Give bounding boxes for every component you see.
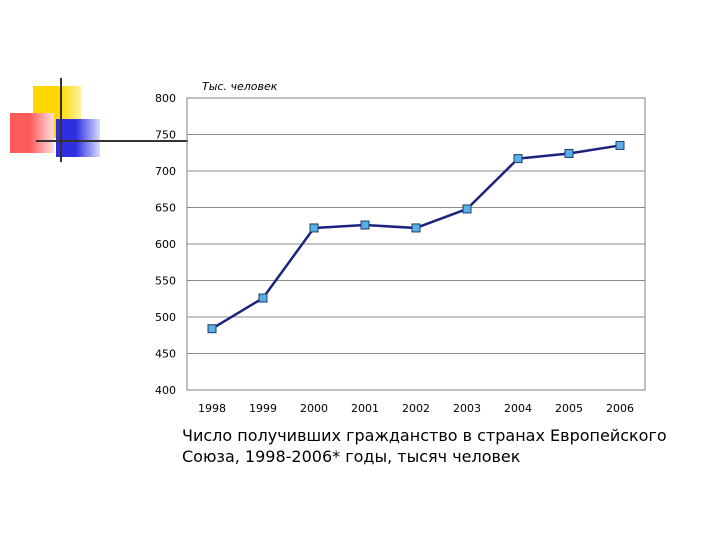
x-axis-ticks: 1998 1999 2000 2001 2002 2003 2004 2005 2006 <box>198 402 634 415</box>
x-tick-label: 2006 <box>606 402 634 415</box>
data-point-2003 <box>462 204 472 214</box>
y-tick-label: 750 <box>155 129 176 142</box>
y-tick-label: 650 <box>155 202 176 215</box>
data-point-2001 <box>360 220 370 230</box>
caption-line-2: Союза, 1998-2006* годы, тысяч человек <box>182 447 521 466</box>
deco-vertical-line <box>60 78 62 162</box>
y-tick-label: 450 <box>155 348 176 361</box>
x-tick-label: 1999 <box>249 402 277 415</box>
data-point-2005 <box>564 148 574 158</box>
x-tick-label: 2003 <box>453 402 481 415</box>
x-tick-label: 2004 <box>504 402 532 415</box>
deco-red-square <box>10 113 54 153</box>
gridlines <box>187 97 645 391</box>
data-point-2000 <box>309 223 319 233</box>
y-tick-label: 600 <box>155 238 176 251</box>
x-tick-label: 2000 <box>300 402 328 415</box>
y-tick-label: 550 <box>155 275 176 288</box>
x-tick-label: 2002 <box>402 402 430 415</box>
data-point-2006 <box>615 140 625 150</box>
deco-horizontal-line <box>36 140 188 142</box>
y-tick-label: 400 <box>155 384 176 397</box>
y-axis-unit-label: Тыс. человек <box>202 80 278 93</box>
data-point-1999 <box>258 293 268 303</box>
caption-line-1: Число получивших гражданство в странах Е… <box>182 426 667 445</box>
y-tick-label: 700 <box>155 165 176 178</box>
y-axis-ticks: 400 450 500 550 600 650 700 750 800 <box>155 92 176 397</box>
series-layer <box>207 140 625 334</box>
series-line <box>211 144 621 330</box>
y-tick-label: 800 <box>155 92 176 105</box>
deco-blue-square <box>56 119 100 157</box>
data-point-2002 <box>411 223 421 233</box>
x-tick-label: 2001 <box>351 402 379 415</box>
data-point-1998 <box>207 324 217 334</box>
plot-area-frame <box>186 97 646 391</box>
x-tick-label: 2005 <box>555 402 583 415</box>
data-point-2004 <box>513 154 523 164</box>
y-tick-label: 500 <box>155 311 176 324</box>
x-tick-label: 1998 <box>198 402 226 415</box>
chart-caption: Число получивших гражданство в странах Е… <box>182 425 702 467</box>
